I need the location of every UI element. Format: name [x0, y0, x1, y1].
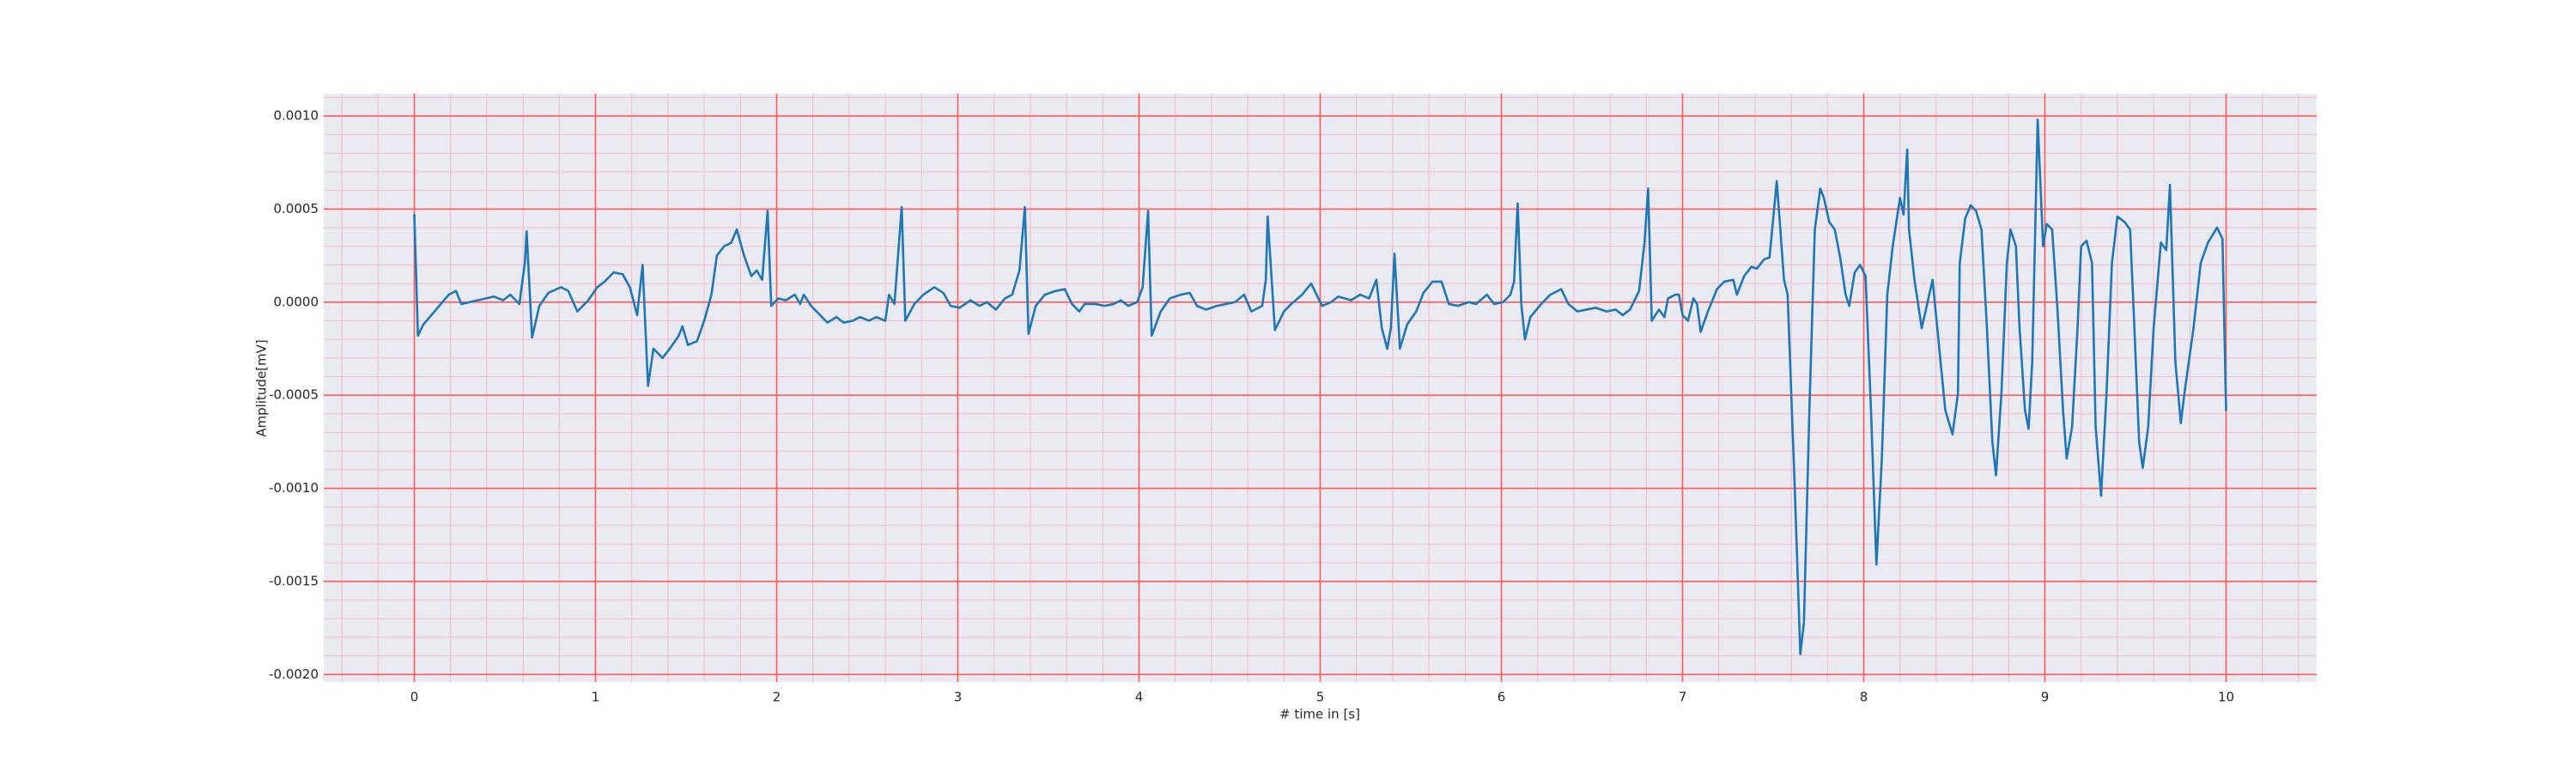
x-tick-label: 9: [2041, 690, 2050, 705]
x-tick-label: 5: [1316, 690, 1325, 705]
y-tick-label: -0.0015: [269, 573, 319, 588]
x-tick-label: 10: [2218, 690, 2234, 705]
y-tick-label: -0.0020: [269, 666, 319, 682]
x-tick-label: 7: [1679, 690, 1687, 705]
x-tick-label: 8: [1860, 690, 1868, 705]
y-axis-label: Amplitude[mV]: [254, 339, 270, 436]
x-tick-label: 1: [592, 690, 600, 705]
marks: [413, 119, 2227, 655]
y-tick-label: 0.0010: [274, 108, 319, 124]
x-tick-label: 4: [1135, 690, 1144, 705]
x-tick-label: 0: [410, 690, 419, 705]
y-tick-label: 0.0005: [274, 201, 319, 216]
ecg-line: [413, 119, 2227, 655]
x-tick-label: 3: [954, 690, 963, 705]
y-tick-label: -0.0005: [269, 387, 319, 403]
y-tick-label: 0.0000: [274, 294, 319, 309]
y-tick-label: -0.0010: [269, 480, 319, 496]
x-tick-label: 2: [773, 690, 781, 705]
x-axis-label: # time in [s]: [1279, 707, 1360, 722]
x-tick-label: 6: [1498, 690, 1506, 705]
